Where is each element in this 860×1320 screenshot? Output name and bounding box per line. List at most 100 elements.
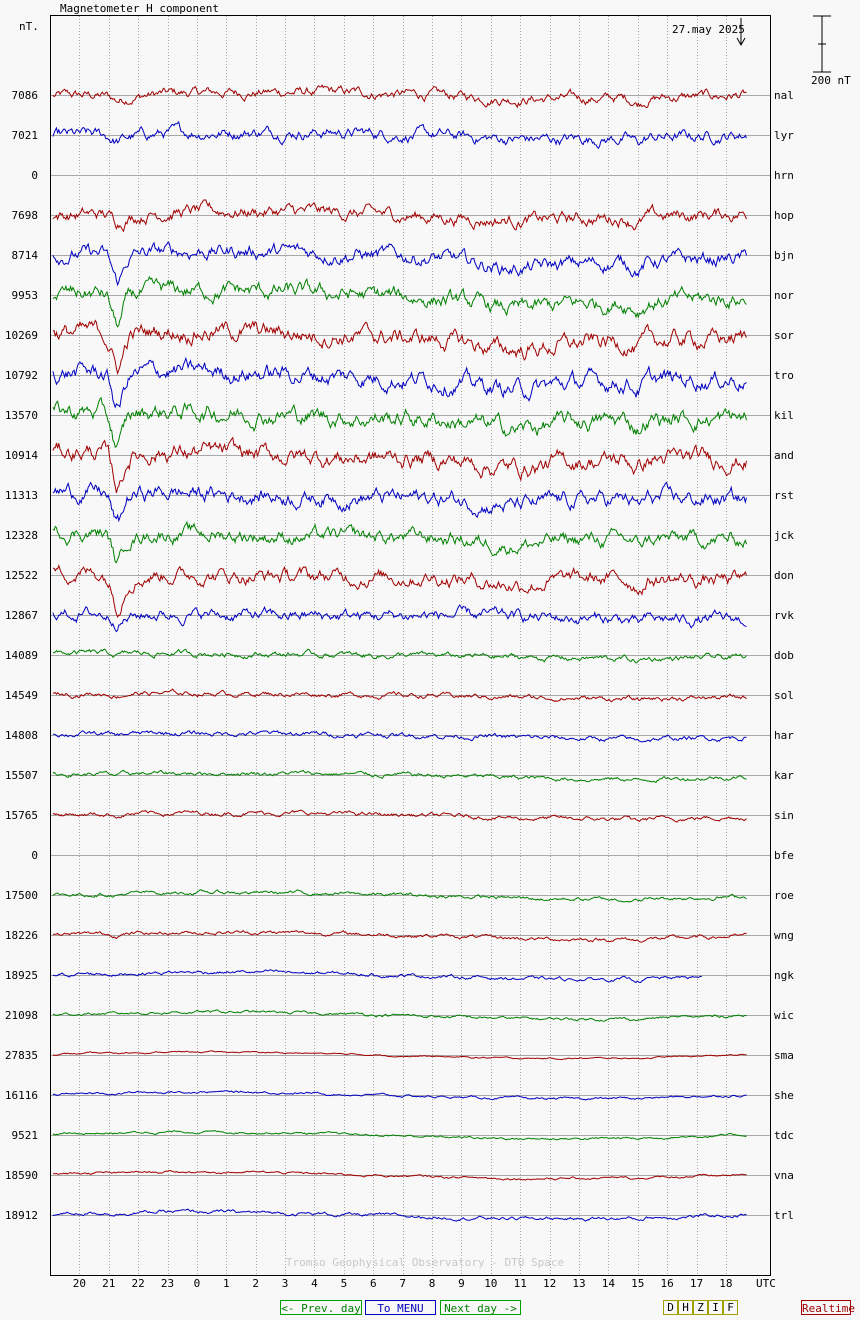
trace-roe xyxy=(52,889,747,903)
trace-wng xyxy=(52,929,747,943)
station-code-label: hop xyxy=(774,209,794,222)
station-code-label: rvk xyxy=(774,609,794,622)
trace-rst xyxy=(52,481,747,523)
baseline-label: 13570 xyxy=(5,409,38,422)
prev-day-button[interactable]: <- Prev. day xyxy=(280,1300,362,1315)
x-tick-label: 14 xyxy=(602,1277,616,1290)
baseline-label: 15765 xyxy=(5,809,38,822)
realtime-button[interactable]: Realtime xyxy=(801,1300,855,1315)
trace-trl xyxy=(52,1208,747,1222)
baseline-label: 8714 xyxy=(12,249,39,262)
trace-bjn xyxy=(52,241,747,287)
baseline-label: 18925 xyxy=(5,969,38,982)
next-day-button[interactable]: Next day -> xyxy=(440,1300,521,1315)
watermark: Tromso Geophysical Observatory - DTU Spa… xyxy=(286,1256,564,1269)
menu-button[interactable]: To MENU xyxy=(365,1300,436,1315)
station-code-label: har xyxy=(774,729,794,742)
trace-hop xyxy=(52,199,747,233)
trace-sma xyxy=(52,1050,747,1061)
x-tick-label: 5 xyxy=(341,1277,348,1290)
component-f-button[interactable]: F xyxy=(723,1300,738,1315)
baseline-label: 0 xyxy=(31,169,38,182)
station-code-label: rst xyxy=(774,489,794,502)
station-code-label: sol xyxy=(774,689,794,702)
baseline-label: 17500 xyxy=(5,889,38,902)
trace-tdc xyxy=(52,1130,747,1141)
station-code-label: jck xyxy=(774,529,794,542)
trace-tro xyxy=(52,356,747,409)
baseline-label: 9953 xyxy=(12,289,39,302)
unit-label: nT. xyxy=(19,20,39,33)
baseline-label: 9521 xyxy=(12,1129,39,1142)
station-code-label: tro xyxy=(774,369,794,382)
station-code-label: sma xyxy=(774,1049,794,1062)
x-tick-label: 15 xyxy=(631,1277,644,1290)
x-tick-label: 7 xyxy=(399,1277,406,1290)
x-tick-label: 22 xyxy=(132,1277,145,1290)
station-code-label: nor xyxy=(774,289,794,302)
scale-bar-icon xyxy=(813,15,831,73)
x-tick-label: 6 xyxy=(370,1277,377,1290)
trace-kil xyxy=(52,396,747,448)
x-tick-label: 18 xyxy=(719,1277,732,1290)
baseline-label: 10792 xyxy=(5,369,38,382)
x-tick-label: 13 xyxy=(572,1277,585,1290)
x-tick-label: 21 xyxy=(102,1277,115,1290)
station-code-label: kil xyxy=(774,409,794,422)
baseline-label: 15507 xyxy=(5,769,38,782)
x-tick-label: 11 xyxy=(514,1277,527,1290)
date-label: 27.may 2025 xyxy=(672,23,745,36)
x-tick-label: 23 xyxy=(161,1277,174,1290)
baseline-label: 14808 xyxy=(5,729,38,742)
baseline-label: 7698 xyxy=(12,209,39,222)
x-tick-label: 3 xyxy=(282,1277,289,1290)
x-axis-unit: UTC xyxy=(756,1277,776,1290)
station-code-label: wng xyxy=(774,929,794,942)
x-tick-label: 8 xyxy=(429,1277,436,1290)
x-tick-label: 20 xyxy=(73,1277,86,1290)
baseline-label: 12522 xyxy=(5,569,38,582)
component-i-button[interactable]: I xyxy=(708,1300,723,1315)
x-tick-label: 17 xyxy=(690,1277,703,1290)
trace-har xyxy=(52,730,747,743)
station-code-label: vna xyxy=(774,1169,794,1182)
station-code-label: hrn xyxy=(774,169,794,182)
station-code-label: and xyxy=(774,449,794,462)
component-z-button[interactable]: Z xyxy=(693,1300,708,1315)
x-tick-label: 12 xyxy=(543,1277,556,1290)
station-code-label: bjn xyxy=(774,249,794,262)
x-tick-label: 16 xyxy=(661,1277,674,1290)
trace-and xyxy=(52,436,747,494)
plot-frame xyxy=(50,15,771,1276)
station-code-label: tdc xyxy=(774,1129,794,1142)
x-tick-label: 2 xyxy=(252,1277,259,1290)
baseline-label: 18912 xyxy=(5,1209,38,1222)
component-d-button[interactable]: D xyxy=(663,1300,678,1315)
station-code-label: don xyxy=(774,569,794,582)
x-tick-label: 1 xyxy=(223,1277,230,1290)
chart-title: Magnetometer H component xyxy=(60,2,219,15)
trace-sol xyxy=(52,688,747,703)
station-code-label: wic xyxy=(774,1009,794,1022)
trace-nal xyxy=(52,84,747,109)
trace-don xyxy=(52,564,747,618)
trace-wic xyxy=(52,1009,747,1022)
trace-she xyxy=(52,1090,747,1101)
component-h-button[interactable]: H xyxy=(678,1300,693,1315)
station-code-label: bfe xyxy=(774,849,794,862)
baseline-label: 21098 xyxy=(5,1009,38,1022)
trace-rvk xyxy=(52,604,747,633)
station-code-label: sor xyxy=(774,329,794,342)
station-code-label: trl xyxy=(774,1209,794,1222)
trace-lyr xyxy=(52,120,747,150)
station-code-label: sin xyxy=(774,809,794,822)
trace-sor xyxy=(52,319,747,376)
trace-sin xyxy=(52,809,747,823)
baseline-label: 14549 xyxy=(5,689,38,702)
trace-vna xyxy=(52,1169,747,1181)
baseline-label: 16116 xyxy=(5,1089,38,1102)
date-arrow-icon xyxy=(736,18,746,47)
station-code-label: roe xyxy=(774,889,794,902)
baseline-label: 12867 xyxy=(5,609,38,622)
station-code-label: she xyxy=(774,1089,794,1102)
